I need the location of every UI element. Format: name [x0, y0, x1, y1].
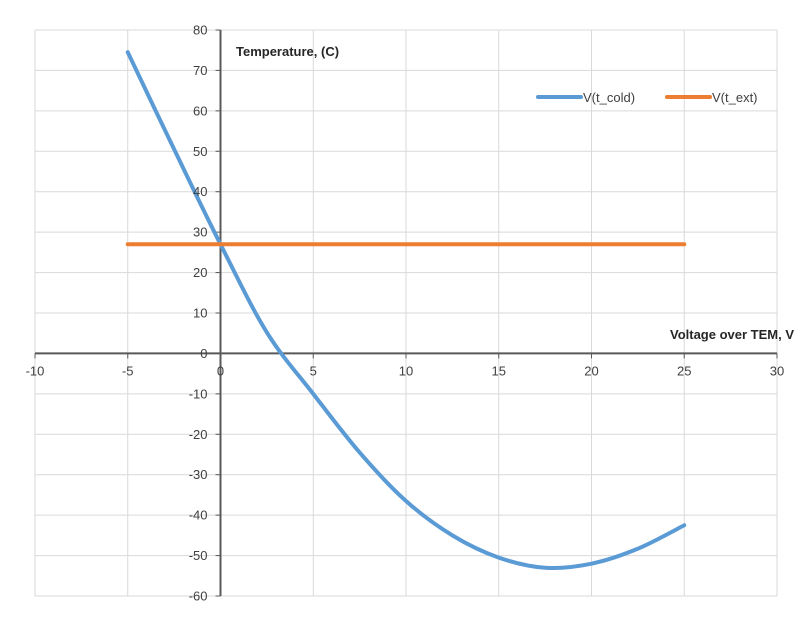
x-tick-label: 15 [492, 363, 506, 378]
y-tick-label: 50 [193, 144, 207, 159]
y-tick-label: 80 [193, 23, 207, 38]
legend-item-cold: V(t_cold) [536, 90, 635, 105]
x-tick-label: 0 [217, 363, 224, 378]
x-tick-label: 5 [310, 363, 317, 378]
y-tick-label: -60 [189, 589, 208, 604]
x-tick-label: 20 [584, 363, 598, 378]
y-tick-label: 30 [193, 225, 207, 240]
x-tick-label: 30 [770, 363, 784, 378]
axes [34, 29, 778, 597]
y-tick-label: 20 [193, 265, 207, 280]
y-tick-label: -40 [189, 508, 208, 523]
y-tick-label: -50 [189, 548, 208, 563]
gridlines [34, 29, 778, 597]
legend-item-ext: V(t_ext) [665, 90, 758, 105]
x-tick-label: -10 [26, 363, 45, 378]
y-tick-label: -30 [189, 467, 208, 482]
x-tick-label: -5 [122, 363, 134, 378]
legend: V(t_cold) V(t_ext) [536, 90, 758, 105]
x-axis-title: Voltage over TEM, V [670, 327, 794, 342]
x-tick-label: 10 [399, 363, 413, 378]
x-tick-label: 25 [677, 363, 691, 378]
series-line-t-cold [125, 50, 687, 570]
legend-label-cold: V(t_cold) [583, 90, 635, 105]
y-tick-label: 40 [193, 184, 207, 199]
y-tick-label: 10 [193, 306, 207, 321]
tick-labels: -10 -5 0 5 10 15 20 25 30-60-50-40-30-20-1001020… [26, 23, 785, 604]
y-tick-label: 60 [193, 103, 207, 118]
y-axis-title: Temperature, (C) [236, 44, 339, 59]
y-tick-label: 0 [200, 346, 207, 361]
y-tick-label: -10 [189, 386, 208, 401]
y-tick-label: 70 [193, 63, 207, 78]
legend-label-ext: V(t_ext) [712, 90, 758, 105]
y-tick-label: -20 [189, 427, 208, 442]
series-group [125, 50, 687, 570]
